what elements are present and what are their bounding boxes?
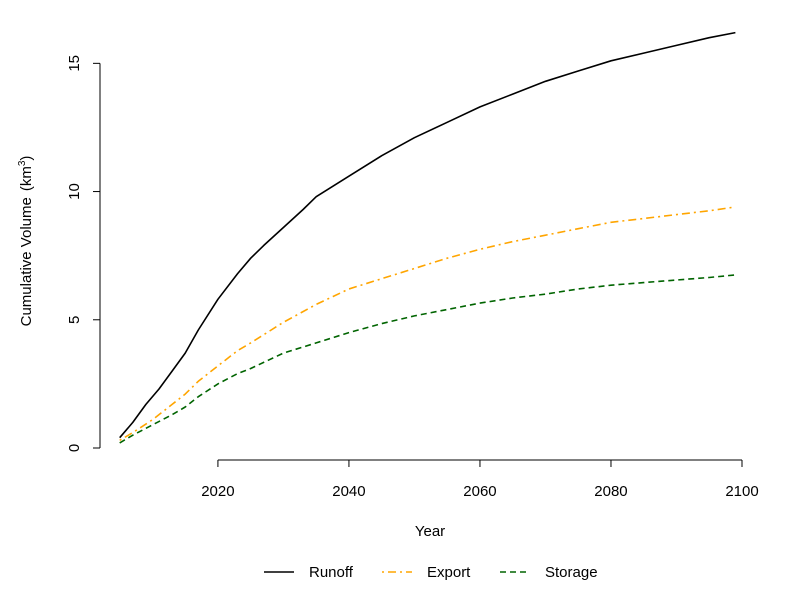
y-axis-title-unit: km — [18, 166, 35, 186]
x-tick-label: 2020 — [201, 483, 234, 500]
legend: Runoff Export Storage — [264, 564, 598, 581]
legend-label-storage: Storage — [545, 564, 598, 581]
x-tick-label: 2060 — [463, 483, 496, 500]
y-axis-title-open-paren: ( — [18, 186, 35, 191]
y-axis: 0 5 10 15 — [66, 55, 101, 452]
series-lines — [119, 31, 736, 444]
y-tick-label: 5 — [66, 316, 83, 324]
series-line-export — [119, 206, 736, 441]
series-line-runoff — [119, 31, 736, 439]
series-line-storage — [119, 274, 736, 444]
y-tick-label: 0 — [66, 444, 83, 452]
x-axis-title: Year — [415, 523, 445, 540]
y-axis-title-close-paren: ) — [18, 156, 35, 161]
x-axis: 2020 2040 2060 2080 2100 — [201, 459, 759, 500]
y-axis-title-unit-exponent: 3 — [17, 160, 28, 166]
x-tick-label: 2040 — [332, 483, 365, 500]
legend-label-runoff: Runoff — [309, 564, 354, 581]
y-tick-label: 10 — [66, 183, 83, 200]
legend-label-export: Export — [427, 564, 471, 581]
x-tick-label: 2100 — [725, 483, 758, 500]
y-axis-title-main: Cumulative Volume — [18, 197, 35, 326]
x-tick-label: 2080 — [594, 483, 627, 500]
y-tick-label: 15 — [66, 55, 83, 72]
y-axis-title: Cumulative Volume (km3) — [17, 156, 35, 327]
